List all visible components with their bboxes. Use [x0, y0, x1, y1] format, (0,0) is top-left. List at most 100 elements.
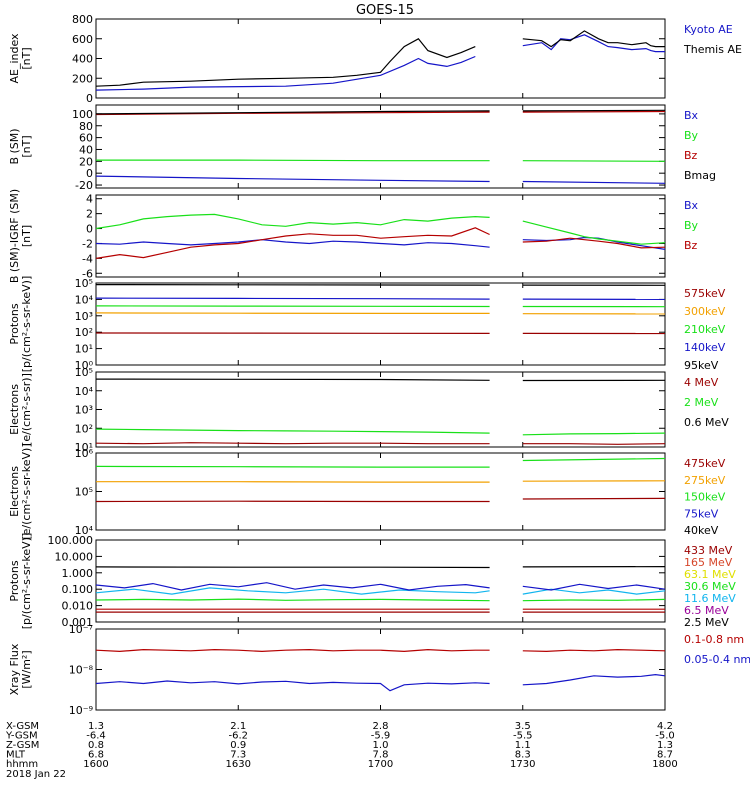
series-line — [522, 443, 666, 445]
ephemeris-row-label: hhmm — [6, 759, 38, 770]
y-tick-label: 4 — [86, 193, 93, 206]
y-tick-label: 100.000 — [48, 534, 94, 547]
figure-title: GOES-15 — [356, 3, 414, 18]
ephemeris-value: 8.7 — [657, 750, 673, 761]
series-line — [95, 312, 490, 314]
legend-entry: Themis AE — [683, 43, 742, 56]
series-line — [95, 227, 490, 259]
series-line — [522, 180, 666, 184]
y-tick-label: 0 — [86, 167, 93, 180]
ephemeris-value: 1.1 — [515, 740, 531, 751]
y-axis-label: [e/(cm²-s-sr-keV)] — [20, 443, 33, 539]
y-axis-label: Xray Flux — [8, 643, 21, 695]
y-tick-label: 200 — [72, 72, 93, 85]
ephemeris-value: 1600 — [83, 759, 108, 770]
ephemeris-value: 4.2 — [657, 721, 673, 732]
ephemeris-value: 1730 — [510, 759, 535, 770]
legend-entry: 95keV — [684, 359, 719, 372]
y-tick-label: 100 — [72, 108, 93, 121]
y-tick-label: 10⁻⁸ — [69, 664, 94, 677]
series-line — [522, 237, 666, 249]
y-tick-label: -4 — [82, 252, 93, 265]
series-line — [522, 34, 665, 53]
series-line — [522, 220, 666, 245]
y-axis-label: B (SM)-IGRF (SM) — [8, 189, 21, 283]
series-line — [522, 30, 665, 48]
y-axis-label: [nT] — [20, 47, 33, 69]
y-tick-label: 800 — [72, 13, 93, 26]
legend-entry: Bx — [684, 109, 699, 122]
y-tick-label: 40 — [79, 143, 93, 156]
legend-entry: 475keV — [684, 457, 726, 470]
series-line — [95, 305, 490, 308]
ephemeris-value: 1.0 — [373, 740, 389, 751]
legend-entry: By — [684, 129, 699, 142]
legend-entry: 150keV — [684, 491, 726, 504]
series-line — [95, 297, 490, 300]
ephemeris-value: -5.9 — [371, 731, 391, 742]
y-tick-label: 80 — [79, 120, 93, 133]
legend-entry: 2 MeV — [684, 396, 719, 409]
y-tick-label: 0.100 — [62, 583, 94, 596]
series-line — [95, 587, 490, 595]
legend-entry: 165 MeV — [684, 556, 733, 569]
ephemeris-value: 3.5 — [515, 721, 531, 732]
ephemeris-row-label: MLT — [6, 750, 26, 761]
y-axis-label: Electrons — [8, 384, 21, 435]
y-tick-label: 10⁵ — [75, 277, 93, 290]
legend-entry: By — [684, 219, 699, 232]
y-tick-label: 10⁵ — [75, 366, 93, 379]
series-line — [522, 160, 666, 162]
legend-entry: 0.6 MeV — [684, 416, 729, 429]
series-line — [522, 457, 666, 462]
legend-entry: 275keV — [684, 474, 726, 487]
series-line — [95, 175, 490, 183]
series-line — [95, 442, 490, 445]
legend-entry: Kyoto AE — [684, 23, 733, 36]
y-tick-label: 10¹ — [75, 343, 93, 356]
ephemeris-date: 2018 Jan 22 — [6, 769, 66, 780]
ephemeris-value: 8.3 — [515, 750, 531, 761]
y-axis-label: [p/(cm²-s-sr-keV)] — [20, 276, 33, 373]
legend-entry: 433 MeV — [684, 544, 733, 557]
ephemeris-value: 1700 — [368, 759, 393, 770]
ephemeris-value: 0.9 — [230, 740, 246, 751]
y-axis-label: [nT] — [20, 225, 33, 247]
y-tick-label: 10⁴ — [75, 524, 94, 537]
series-line — [95, 213, 490, 230]
ephemeris-value: -6.4 — [86, 731, 106, 742]
legend-entry: 75keV — [684, 507, 719, 520]
legend-entry: 300keV — [684, 305, 726, 318]
y-tick-label: 10⁶ — [75, 447, 94, 460]
legend-entry: 63.1 MeV — [684, 568, 736, 581]
series-line — [522, 583, 666, 591]
ephemeris-value: 1.3 — [88, 721, 104, 732]
legend-entry: 30.6 MeV — [684, 580, 736, 593]
legend-entry: Bz — [684, 239, 698, 252]
y-tick-label: 10⁻⁷ — [69, 623, 93, 636]
series-line — [95, 566, 490, 569]
y-axis-label: B (SM) — [8, 128, 21, 164]
y-axis-label: [e/(cm²-s-sr)] — [20, 373, 33, 446]
y-tick-label: 10⁻⁹ — [69, 704, 93, 717]
series-line — [95, 680, 490, 692]
y-axis-label: [p/(cm²-s-sr-keV)] — [20, 533, 33, 630]
ephemeris-value: -5.0 — [655, 731, 675, 742]
series-line — [95, 598, 490, 602]
series-line — [522, 673, 666, 686]
y-tick-label: 10¹ — [75, 441, 93, 454]
legend-entry: 140keV — [684, 341, 726, 354]
y-tick-label: 10³ — [75, 310, 93, 323]
y-tick-label: 0 — [86, 223, 93, 236]
y-tick-label: 600 — [72, 33, 93, 46]
series-line — [522, 109, 666, 112]
y-tick-label: 0.010 — [62, 600, 94, 613]
ephemeris-value: 0.8 — [88, 740, 104, 751]
panel-frame — [95, 282, 666, 366]
panel-frame — [95, 371, 666, 448]
ephemeris-value: 7.8 — [373, 750, 389, 761]
ephemeris-value: -6.2 — [228, 731, 248, 742]
y-axis-label: Electrons — [8, 466, 21, 517]
y-tick-label: 10⁰ — [75, 359, 94, 372]
